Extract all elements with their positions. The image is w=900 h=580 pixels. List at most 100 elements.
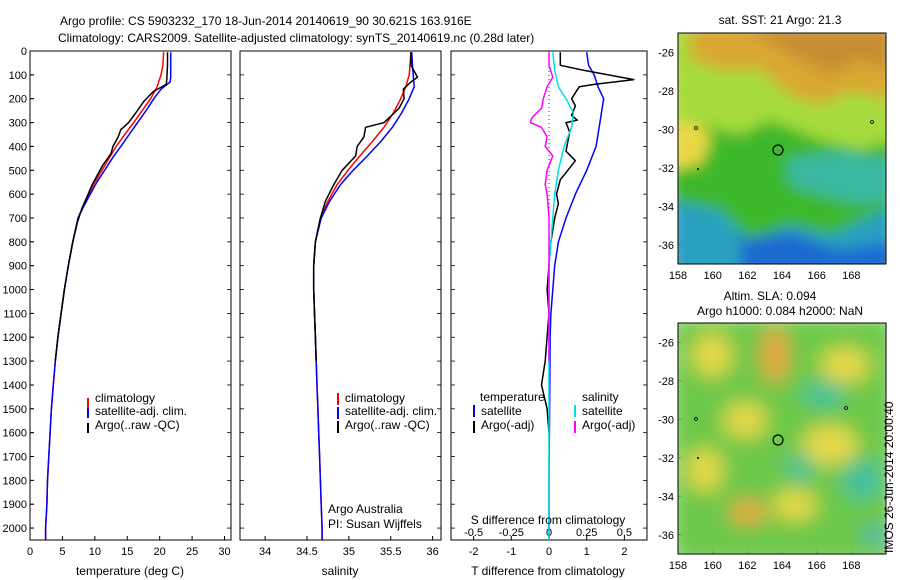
header-line-2: Climatology: CARS2009. Satellite-adjuste…: [58, 31, 534, 45]
map-lat-label: -28: [658, 376, 674, 388]
depth-tick-label: 100: [9, 70, 27, 82]
depth-tick-label: 800: [9, 237, 27, 249]
map-lon-label: 158: [669, 560, 687, 572]
depth-tick-label: 400: [9, 141, 27, 153]
x-tick-label: -2: [469, 546, 479, 558]
x-tick-label: 35: [343, 546, 355, 558]
legend-header-temperature: temperature: [480, 390, 545, 404]
temperature-axis-label: temperature (deg C): [76, 564, 184, 578]
legend-label-climatology: climatology: [345, 391, 405, 405]
sst-dot-2: [870, 120, 874, 124]
series-climatology: [312, 52, 412, 540]
depth-tick-label: 2000: [3, 523, 27, 535]
legend-label-climatology: climatology: [95, 391, 155, 405]
map-lon-label: 158: [669, 270, 687, 282]
legend-label-t-satellite: satellite: [481, 404, 522, 418]
map-lat-label: -36: [658, 530, 674, 542]
sst-dot-1: [694, 126, 698, 130]
depth-tick-label: 300: [9, 118, 27, 130]
depth-tick-label: 1400: [3, 380, 27, 392]
depth-tick-label: 1600: [3, 428, 27, 440]
legend-label-argo: Argo(..raw -QC): [345, 418, 430, 432]
legend-label-t-argo: Argo(-adj): [481, 418, 534, 432]
depth-tick-label: 500: [9, 165, 27, 177]
map-lon-label: 162: [738, 560, 756, 572]
header-line-1: Argo profile: CS 5903232_170 18-Jun-2014…: [60, 14, 472, 28]
legend-label-s-satellite: satellite: [582, 404, 623, 418]
sst-map-title: sat. SST: 21 Argo: 21.3: [719, 13, 842, 27]
temperature-panel-frame: [29, 50, 232, 541]
salinity-panel-frame: [239, 50, 442, 541]
sla-argo-marker: [772, 434, 784, 446]
series-salinity-argo-adj: [529, 52, 554, 362]
map-lat-label: -34: [658, 201, 674, 213]
lines-layer: [44, 52, 635, 540]
map-lat-label: -34: [658, 491, 674, 503]
legend-label-satellite: satellite-adj. clim.: [95, 404, 187, 418]
depth-tick-label: 1800: [3, 475, 27, 487]
depth-tick-label: 1000: [3, 285, 27, 297]
map-lon-label: 164: [773, 270, 791, 282]
t-difference-axis-label: T difference from climatology: [471, 564, 625, 578]
x-tick-label: 10: [89, 546, 101, 558]
s-diff-tick-label: -0.5: [464, 527, 483, 539]
x-tick-label: 15: [121, 546, 133, 558]
depth-tick-label: 1100: [3, 308, 27, 320]
x-tick-label: 20: [154, 546, 166, 558]
depth-tick-label: 1300: [3, 356, 27, 368]
credit-line-1: Argo Australia: [328, 502, 403, 516]
sst-dot-3: [697, 168, 699, 170]
difference-legend: temperature salinity satellite Argo(-adj…: [473, 390, 635, 433]
sla-dot-3: [697, 457, 699, 459]
sst-map: [678, 33, 886, 264]
map-lon-label: 166: [807, 270, 825, 282]
map-lon-label: 164: [773, 560, 791, 572]
map-lat-label: -30: [658, 124, 674, 136]
map-lon-label: 168: [842, 270, 860, 282]
map-lat-label: -30: [658, 414, 674, 426]
map-lat-label: -32: [658, 163, 674, 175]
legend-label-satellite: satellite-adj. clim.: [345, 404, 437, 418]
salinity-legend: climatology satellite-adj. clim. Argo(..…: [337, 391, 437, 433]
sla-dot-1: [694, 417, 698, 421]
x-tick-label: 25: [186, 546, 198, 558]
series-satellite-adj-clim: [44, 52, 172, 540]
s-diff-tick-label: 0.5: [617, 527, 632, 539]
x-tick-label: -1: [506, 546, 516, 558]
x-tick-label: 34.5: [296, 546, 317, 558]
x-tick-label: 0: [27, 546, 33, 558]
x-tick-label: 1: [584, 546, 590, 558]
x-tick-label: 36: [427, 546, 439, 558]
x-tick-label: 2: [621, 546, 627, 558]
x-tick-label: 0: [546, 546, 552, 558]
x-tick-label: 34: [259, 546, 271, 558]
x-tick-label: 35.5: [380, 546, 401, 558]
depth-tick-label: 0: [21, 46, 27, 58]
sla-map-frame: [677, 322, 887, 555]
map-lon-label: 160: [703, 270, 721, 282]
map-lat-label: -28: [658, 86, 674, 98]
series-satellite-adj-clim: [312, 52, 415, 540]
depth-tick-label: 1700: [3, 452, 27, 464]
depth-tick-label: 1500: [3, 404, 27, 416]
depth-tick-label: 900: [9, 261, 27, 273]
sla-map-subtitle: Argo h1000: 0.084 h2000: NaN: [697, 304, 863, 318]
series-salinity-satellite: [548, 52, 575, 540]
s-diff-tick-label: -0.25: [499, 527, 524, 539]
depth-tick-label: 600: [9, 189, 27, 201]
sla-map-title: Altim. SLA: 0.094: [724, 289, 817, 303]
x-tick-label: 5: [59, 546, 65, 558]
sla-map: [678, 323, 886, 554]
series-argo-raw-qc: [54, 52, 169, 362]
side-timestamp: IMOS 26-Jun-2014 20:00:40: [882, 401, 896, 553]
map-lon-label: 162: [738, 270, 756, 282]
x-tick-label: 30: [218, 546, 230, 558]
depth-tick-label: 200: [9, 94, 27, 106]
series-temperature-argo-adj: [540, 52, 635, 433]
legend-label-s-argo: Argo(-adj): [582, 418, 635, 432]
map-lat-label: -32: [658, 453, 674, 465]
map-lat-label: -26: [658, 337, 674, 349]
s-diff-tick-label: 0.25: [576, 527, 597, 539]
sst-argo-marker: [772, 144, 784, 156]
